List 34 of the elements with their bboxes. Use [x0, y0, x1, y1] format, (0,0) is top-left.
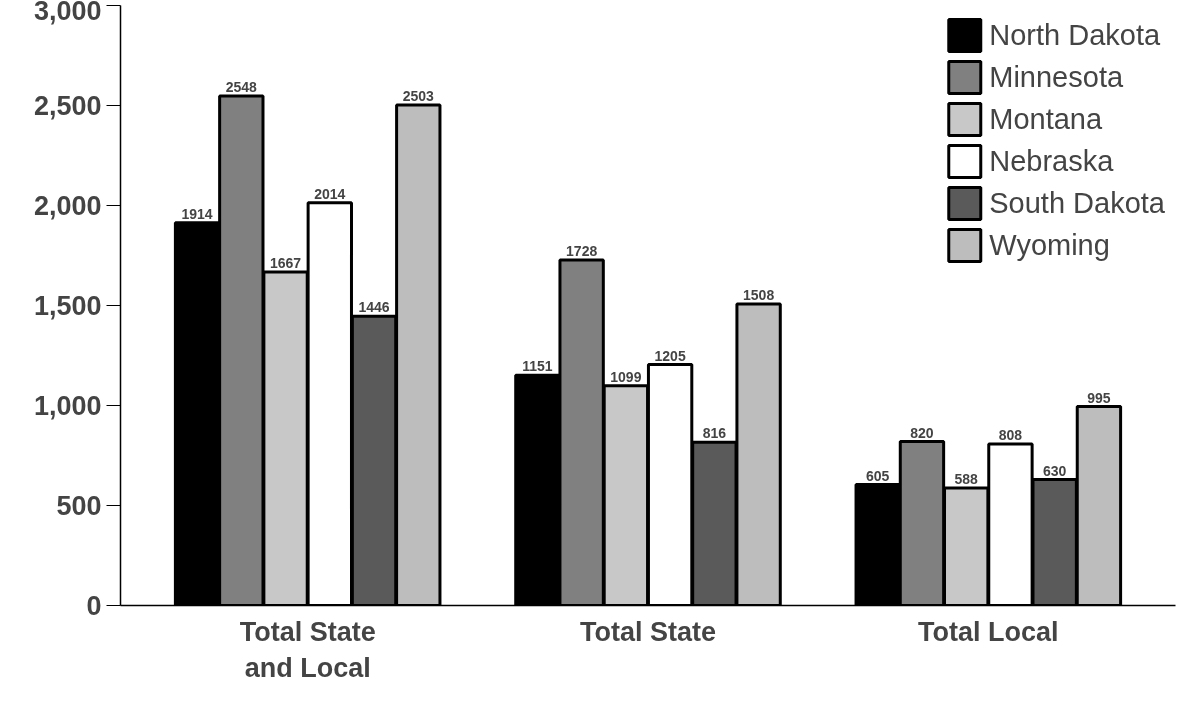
legend-label: South Dakota [989, 186, 1165, 220]
data-label: 1728 [566, 242, 598, 259]
legend-label: Wyoming [989, 228, 1110, 262]
data-label: 816 [702, 425, 727, 442]
y-tick-label: 500 [56, 491, 102, 521]
data-label: 2503 [402, 87, 435, 104]
data-label: 1508 [743, 286, 775, 303]
data-label: 630 [1043, 462, 1067, 479]
legend-label: North Dakota [989, 18, 1161, 52]
legend-label: Minnesota [989, 60, 1124, 94]
data-label: 1151 [522, 358, 553, 375]
data-label: 1205 [654, 347, 686, 364]
y-tick-label: 0 [86, 591, 102, 621]
data-label: 588 [954, 470, 979, 487]
y-tick-label: 2,500 [33, 91, 102, 121]
data-label: 605 [866, 467, 890, 484]
x-tick-label: Total State [579, 616, 717, 647]
y-tick-label: 1,000 [33, 391, 102, 421]
x-tick-label: Total State and Local [239, 616, 376, 683]
data-label: 2014 [314, 185, 346, 202]
y-tick-label: 1,500 [33, 291, 102, 321]
data-label: 2548 [225, 78, 258, 95]
data-label: 820 [910, 424, 934, 441]
x-tick-label: Total Local [918, 616, 1059, 647]
data-label: 1099 [610, 368, 642, 385]
y-tick-label: 2,000 [33, 191, 102, 221]
legend-label: Nebraska [989, 144, 1114, 178]
y-tick-label: 3,000 [33, 0, 102, 26]
data-label: 1914 [181, 205, 213, 222]
legend-label: Montana [989, 102, 1103, 136]
data-label: 1446 [358, 299, 390, 316]
data-label: 1667 [269, 255, 302, 272]
data-label: 995 [1087, 389, 1111, 406]
data-label: 808 [998, 426, 1023, 443]
